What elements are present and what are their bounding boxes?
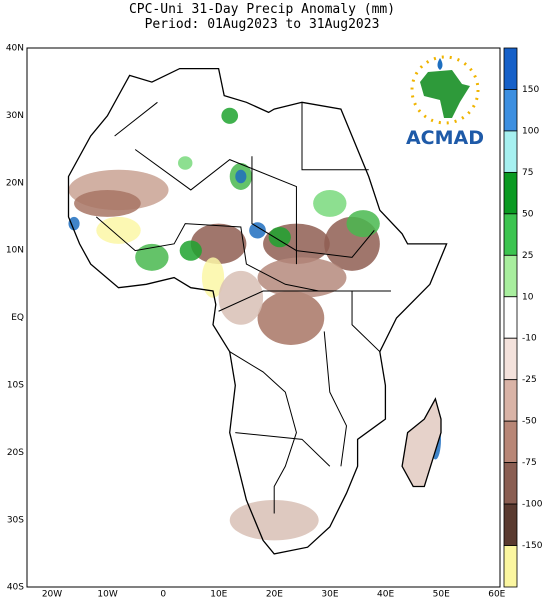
colorbar-label: -50 [522,417,537,427]
lon-label: 20W [42,590,62,600]
anomaly-patch [346,210,380,238]
anomaly-patch [68,216,80,231]
lon-label: 10W [97,590,117,600]
lat-label: 20S [7,448,24,458]
title-line-2: Period: 01Aug2023 to 31Aug2023 [145,17,380,32]
colorbar-label: 50 [522,209,534,219]
africa-coast [67,67,448,555]
lon-label: 0 [160,590,166,600]
colorbar-swatch [503,503,518,546]
colorbar-label: 10 [522,292,534,302]
colorbar-label: 100 [522,126,539,136]
colorbar-swatch [503,545,518,588]
madagascar [401,397,442,488]
lat-label: 10S [7,381,24,391]
africa-map [67,67,448,555]
country-border [134,149,297,265]
colorbar-swatch [503,254,518,298]
title-line-1: CPC-Uni 31-Day Precip Anomaly (mm) [129,2,395,17]
colorbar-swatch [503,47,518,90]
anomaly-patch [178,156,193,170]
anomaly-patch [257,291,325,345]
acmad-logo: ACMAD [406,55,484,149]
colorbar-label: -75 [522,458,537,468]
anomaly-patch [221,107,239,124]
country-border [218,290,325,312]
lat-label: 10N [6,246,24,256]
anomaly-patch [268,227,291,248]
colorbar-label: -100 [522,500,543,510]
colorbar-swatch [503,420,518,464]
anomaly-patch [135,243,169,271]
country-border [323,331,347,467]
colorbar-label: 150 [522,85,539,95]
lat-label: 40S [7,583,24,593]
colorbar-swatch [503,462,518,505]
lat-label: 20N [6,178,24,188]
country-border [229,351,297,514]
colorbar-swatch [503,379,518,422]
country-border [351,290,391,353]
lat-label: EQ [11,313,24,323]
lon-label: 20E [266,590,283,600]
colorbar-label: 25 [522,251,533,261]
country-border [95,216,353,292]
country-border [301,102,369,171]
anomaly-patch [190,223,247,265]
colorbar-swatch [503,296,518,339]
anomaly-patch [229,499,319,541]
colorbar-label: -25 [522,375,537,385]
anomaly-patch [74,189,141,217]
lon-label: 30E [321,590,338,600]
lon-label: 50E [433,590,450,600]
country-border [251,156,375,258]
anomaly-patch [201,257,225,298]
anomaly-patch [235,169,247,184]
logo-text: ACMAD [406,127,484,149]
anomaly-patch [96,216,141,244]
lon-label: 60E [488,590,505,600]
lon-label: 10E [210,590,227,600]
colorbar-label: -150 [522,541,543,551]
anomaly-patch [257,257,347,298]
anomaly-patch [313,189,347,217]
colorbar-swatch [503,130,518,173]
colorbar-label: 75 [522,168,533,178]
anomaly-patch [218,270,264,325]
lat-label: 30N [6,111,24,121]
colorbar-swatch [503,337,518,381]
lat-label: 40N [6,44,24,54]
colorbar-swatch [503,89,518,132]
colorbar-swatch [503,213,518,256]
anomaly-patch [249,222,266,239]
colorbar-swatch [503,171,518,215]
country-border [114,101,158,137]
anomaly-patch [179,240,202,261]
lat-label: 30S [7,515,24,525]
colorbar-label: -10 [522,334,537,344]
lon-label: 40E [377,590,394,600]
country-border [235,432,331,467]
